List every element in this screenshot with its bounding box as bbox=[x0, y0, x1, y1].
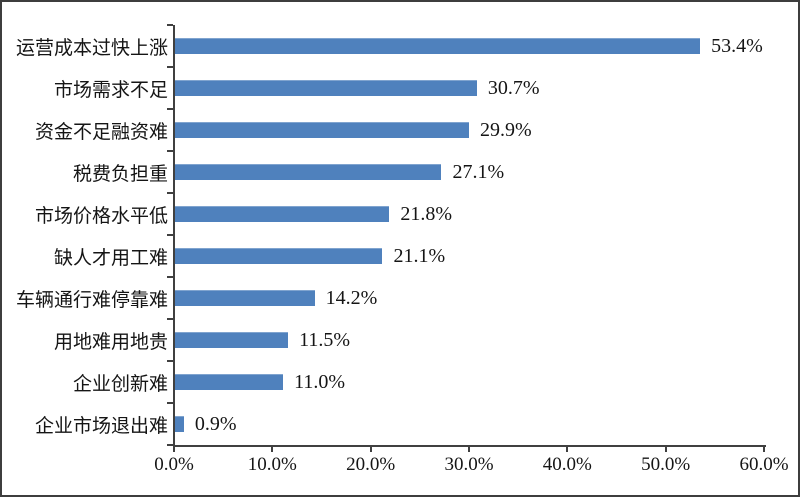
x-axis-tick bbox=[468, 447, 470, 452]
x-axis-tick bbox=[566, 447, 569, 452]
y-axis-tick bbox=[167, 150, 173, 152]
bar-value-label: 11.5% bbox=[299, 328, 350, 351]
bar bbox=[175, 374, 284, 390]
category-label: 运营成本过快上涨 bbox=[15, 37, 168, 59]
y-axis-tick bbox=[167, 276, 173, 278]
x-axis-tick-label: 50.0% bbox=[641, 454, 691, 475]
category-label: 用地难用地贵 bbox=[53, 331, 168, 353]
x-axis-tick-label: 30.0% bbox=[444, 454, 494, 475]
x-axis-tick bbox=[763, 447, 765, 452]
category-label: 税费负担重 bbox=[72, 163, 168, 185]
y-axis-tick bbox=[167, 402, 173, 404]
bar-value-label: 53.4% bbox=[711, 34, 763, 57]
x-axis-tick-label: 60.0% bbox=[739, 454, 789, 475]
bar bbox=[175, 248, 383, 264]
y-axis-tick bbox=[167, 24, 173, 26]
x-axis-tick bbox=[369, 447, 372, 452]
x-axis-tick-label: 20.0% bbox=[346, 454, 396, 475]
category-label: 车辆通行难停靠难 bbox=[15, 289, 168, 311]
y-axis-tick bbox=[167, 318, 173, 320]
bar bbox=[175, 206, 390, 222]
bar-value-label: 11.0% bbox=[294, 370, 346, 393]
x-axis-tick-label: 0.0% bbox=[154, 454, 194, 475]
category-label: 企业市场退出难 bbox=[34, 415, 168, 437]
bar-value-label: 30.7% bbox=[487, 76, 540, 99]
category-label: 市场价格水平低 bbox=[34, 205, 168, 227]
bar-value-label: 21.8% bbox=[400, 202, 453, 225]
bar bbox=[175, 38, 701, 54]
y-axis-tick bbox=[167, 108, 173, 110]
bar-value-label: 14.2% bbox=[325, 286, 378, 309]
bar-value-label: 29.9% bbox=[480, 118, 532, 141]
y-axis-line bbox=[173, 25, 175, 447]
x-axis-tick bbox=[173, 447, 175, 452]
bar bbox=[175, 290, 315, 306]
bar bbox=[175, 122, 470, 138]
category-label: 企业创新难 bbox=[72, 373, 168, 395]
x-axis-tick-label: 40.0% bbox=[542, 454, 592, 475]
y-axis-tick bbox=[167, 444, 173, 446]
category-label: 缺人才用工难 bbox=[53, 247, 168, 269]
bar-value-label: 27.1% bbox=[452, 160, 505, 183]
bar-value-label: 0.9% bbox=[194, 412, 237, 435]
y-axis-tick bbox=[167, 360, 173, 362]
bar-value-label: 21.1% bbox=[393, 244, 446, 267]
x-axis-line bbox=[173, 445, 766, 447]
y-axis-tick bbox=[167, 192, 173, 194]
x-axis-tick-label: 10.0% bbox=[247, 454, 297, 475]
x-axis-tick bbox=[664, 447, 667, 452]
bar bbox=[175, 80, 477, 96]
x-axis-tick bbox=[271, 447, 274, 452]
category-label: 市场需求不足 bbox=[53, 79, 168, 101]
category-label: 资金不足融资难 bbox=[34, 121, 168, 143]
y-axis-tick bbox=[167, 234, 173, 236]
bar bbox=[175, 416, 184, 432]
bar bbox=[175, 332, 289, 348]
y-axis-tick bbox=[167, 66, 173, 68]
bar bbox=[175, 164, 442, 180]
